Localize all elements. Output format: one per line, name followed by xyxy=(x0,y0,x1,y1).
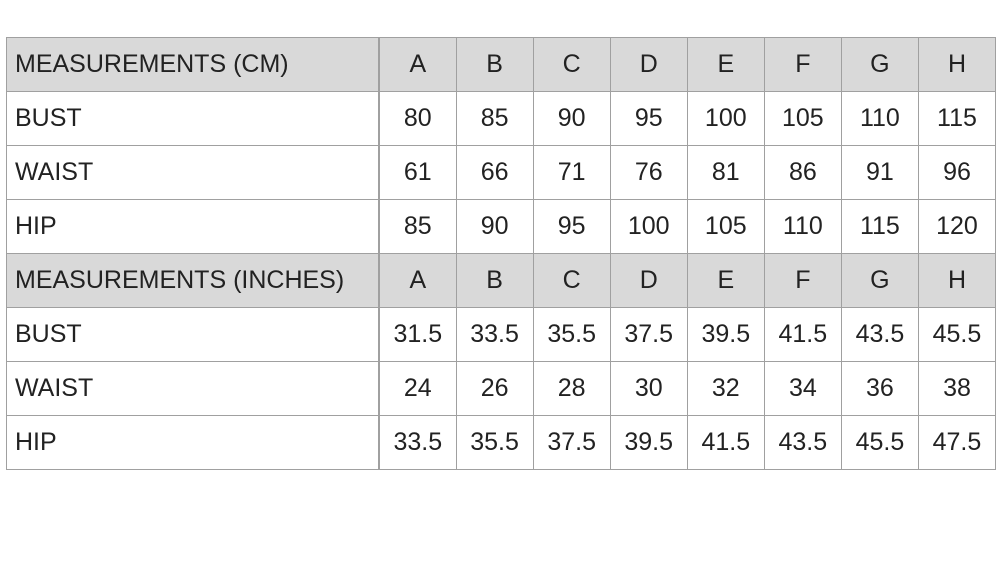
size-header: B xyxy=(455,253,534,308)
data-row: HIP 33.5 35.5 37.5 39.5 41.5 43.5 45.5 47.5 xyxy=(6,415,997,470)
row-label: HIP xyxy=(6,199,380,254)
cell-value: 35.5 xyxy=(455,415,534,470)
cell-value: 115 xyxy=(917,91,997,146)
cell-value: 33.5 xyxy=(455,307,534,362)
data-row: HIP 85 90 95 100 105 110 115 120 xyxy=(6,199,997,254)
cell-value: 31.5 xyxy=(378,307,457,362)
cell-value: 76 xyxy=(609,145,688,200)
cell-value: 90 xyxy=(532,91,611,146)
cell-value: 35.5 xyxy=(532,307,611,362)
cell-value: 36 xyxy=(840,361,919,416)
size-header: F xyxy=(763,253,842,308)
header-label: MEASUREMENTS (CM) xyxy=(6,37,380,92)
size-header: G xyxy=(840,253,919,308)
cell-value: 80 xyxy=(378,91,457,146)
data-row: WAIST 61 66 71 76 81 86 91 96 xyxy=(6,145,997,200)
cell-value: 91 xyxy=(840,145,919,200)
header-row: MEASUREMENTS (CM) A B C D E F G H xyxy=(6,37,997,92)
cell-value: 90 xyxy=(455,199,534,254)
size-header: D xyxy=(609,37,688,92)
cell-value: 81 xyxy=(686,145,765,200)
cell-value: 71 xyxy=(532,145,611,200)
cell-value: 66 xyxy=(455,145,534,200)
size-chart: MEASUREMENTS (CM) A B C D E F G H BUST 80 85 90 95 100… xyxy=(6,37,997,470)
cell-value: 85 xyxy=(378,199,457,254)
size-header: G xyxy=(840,37,919,92)
cell-value: 120 xyxy=(917,199,997,254)
cell-value: 45.5 xyxy=(840,415,919,470)
header-row: MEASUREMENTS (INCHES) A B C D E F G H xyxy=(6,253,997,308)
row-label: WAIST xyxy=(6,361,380,416)
cell-value: 110 xyxy=(840,91,919,146)
cell-value: 95 xyxy=(609,91,688,146)
row-label: HIP xyxy=(6,415,380,470)
size-header: E xyxy=(686,37,765,92)
size-header: A xyxy=(378,253,457,308)
cell-value: 39.5 xyxy=(686,307,765,362)
cell-value: 43.5 xyxy=(840,307,919,362)
cell-value: 30 xyxy=(609,361,688,416)
cell-value: 32 xyxy=(686,361,765,416)
cell-value: 86 xyxy=(763,145,842,200)
cell-value: 37.5 xyxy=(609,307,688,362)
cell-value: 33.5 xyxy=(378,415,457,470)
cell-value: 43.5 xyxy=(763,415,842,470)
cell-value: 24 xyxy=(378,361,457,416)
cell-value: 115 xyxy=(840,199,919,254)
cell-value: 100 xyxy=(686,91,765,146)
size-header: C xyxy=(532,253,611,308)
data-row: BUST 31.5 33.5 35.5 37.5 39.5 41.5 43.5 45.5 xyxy=(6,307,997,362)
cell-value: 96 xyxy=(917,145,997,200)
cell-value: 28 xyxy=(532,361,611,416)
size-header: B xyxy=(455,37,534,92)
cell-value: 105 xyxy=(763,91,842,146)
cell-value: 110 xyxy=(763,199,842,254)
cell-value: 39.5 xyxy=(609,415,688,470)
size-header: D xyxy=(609,253,688,308)
cell-value: 47.5 xyxy=(917,415,997,470)
cell-value: 100 xyxy=(609,199,688,254)
cell-value: 37.5 xyxy=(532,415,611,470)
table-body: MEASUREMENTS (CM) A B C D E F G H BUST 80 85 90 95 100… xyxy=(6,37,997,470)
size-header: F xyxy=(763,37,842,92)
cell-value: 45.5 xyxy=(917,307,997,362)
size-header: H xyxy=(917,253,997,308)
size-header: C xyxy=(532,37,611,92)
cell-value: 105 xyxy=(686,199,765,254)
row-label: BUST xyxy=(6,91,380,146)
row-label: BUST xyxy=(6,307,380,362)
cell-value: 41.5 xyxy=(763,307,842,362)
cell-value: 34 xyxy=(763,361,842,416)
cell-value: 61 xyxy=(378,145,457,200)
cell-value: 41.5 xyxy=(686,415,765,470)
data-row: BUST 80 85 90 95 100 105 110 115 xyxy=(6,91,997,146)
cell-value: 38 xyxy=(917,361,997,416)
data-row: WAIST 24 26 28 30 32 34 36 38 xyxy=(6,361,997,416)
size-header: H xyxy=(917,37,997,92)
size-header: A xyxy=(378,37,457,92)
size-header: E xyxy=(686,253,765,308)
cell-value: 95 xyxy=(532,199,611,254)
cell-value: 85 xyxy=(455,91,534,146)
row-label: WAIST xyxy=(6,145,380,200)
header-label: MEASUREMENTS (INCHES) xyxy=(6,253,380,308)
cell-value: 26 xyxy=(455,361,534,416)
